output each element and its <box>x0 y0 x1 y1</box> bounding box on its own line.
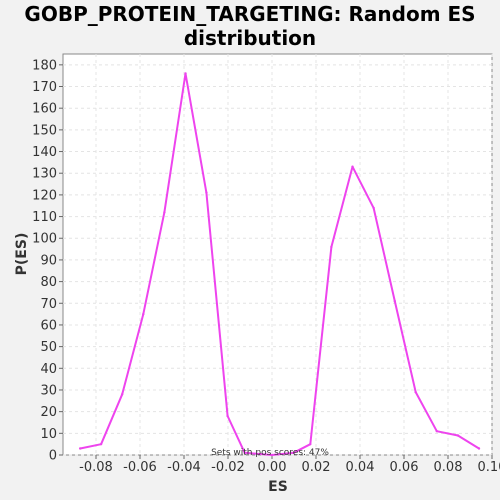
data-point <box>309 442 312 446</box>
pos-scores-annotation: Sets with pos scores: 47% <box>211 448 329 458</box>
data-point <box>270 453 274 457</box>
x-tick-label: 0.04 <box>346 460 375 475</box>
grid-lines <box>63 54 493 456</box>
y-tick-label: 40 <box>40 362 57 377</box>
y-tick-label: 180 <box>32 58 57 73</box>
data-point <box>226 414 229 418</box>
data-point <box>78 447 82 450</box>
chart-title: GOBP_PROTEIN_TARGETING: Random ES distri… <box>0 2 500 50</box>
y-tick-label: 100 <box>32 232 57 247</box>
data-point <box>120 393 124 396</box>
chart-title-line1: GOBP_PROTEIN_TARGETING: Random ES <box>24 2 476 26</box>
y-tick-label: 90 <box>40 253 57 268</box>
y-tick-label: 170 <box>32 80 57 95</box>
series-line <box>79 72 480 456</box>
data-point <box>477 447 481 450</box>
data-point <box>330 245 333 249</box>
chart-title-line2: distribution <box>183 26 317 50</box>
data-point <box>99 442 103 446</box>
x-axis-label: ES <box>268 479 288 495</box>
y-tick-label: 140 <box>32 145 57 160</box>
data-point <box>184 72 187 75</box>
y-tick-label: 150 <box>32 123 57 138</box>
y-tick-label: 50 <box>40 340 57 355</box>
data-point <box>243 451 246 455</box>
y-tick-label: 130 <box>32 167 57 182</box>
data-point <box>292 451 295 455</box>
x-tick-label: 0.10 <box>478 460 500 475</box>
y-tick-label: 120 <box>32 188 57 203</box>
data-point <box>393 299 396 303</box>
data-point <box>142 312 145 316</box>
data-point <box>205 191 208 194</box>
x-axis-ticks: -0.08 -0.06 -0.04 -0.02 0.00 0.02 0.04 0.06 0.08… <box>79 455 500 475</box>
data-point <box>456 434 460 437</box>
y-tick-label: 110 <box>32 210 57 225</box>
data-point <box>372 206 375 210</box>
x-tick-label: 0.06 <box>390 460 419 475</box>
x-tick-label: -0.06 <box>123 460 157 475</box>
x-tick-label: -0.02 <box>211 460 245 475</box>
plot-area <box>62 53 493 456</box>
data-point <box>163 211 166 214</box>
y-tick-label: 160 <box>32 102 57 117</box>
series-points <box>78 72 481 457</box>
x-tick-label: 0.02 <box>302 460 331 475</box>
y-tick-label: 20 <box>40 405 57 420</box>
data-point <box>351 165 354 168</box>
y-tick-label: 0 <box>49 449 57 464</box>
y-tick-label: 10 <box>40 427 57 442</box>
y-tick-label: 80 <box>40 275 57 290</box>
x-tick-label: -0.08 <box>79 460 113 475</box>
y-tick-label: 60 <box>40 318 57 333</box>
y-axis-label: P(ES) <box>14 233 30 276</box>
data-point <box>414 390 417 394</box>
y-tick-label: 30 <box>40 383 57 398</box>
data-point <box>435 429 438 433</box>
x-tick-label: -0.04 <box>167 460 201 475</box>
x-tick-label: 0.00 <box>258 460 287 475</box>
y-axis-ticks: 0 10 20 30 40 50 60 70 80 90 100 110 120 130 140 150 160… <box>32 58 63 464</box>
y-tick-label: 70 <box>40 297 57 312</box>
x-tick-label: 0.08 <box>434 460 463 475</box>
